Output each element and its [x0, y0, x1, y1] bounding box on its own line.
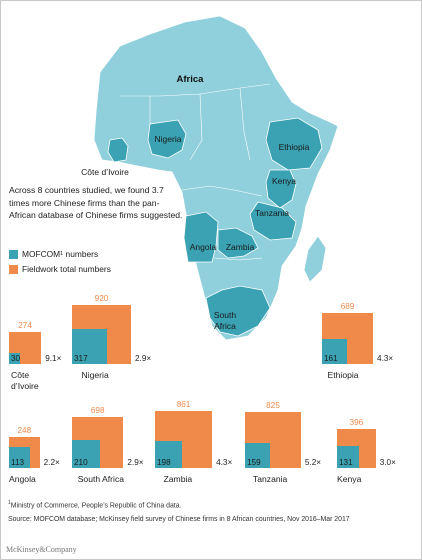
multiplier-zambia: 4.3×	[216, 458, 233, 467]
mofcom-square-tanzania	[245, 443, 270, 468]
mofcom-value-c-te-d-ivoire: 30	[11, 354, 21, 363]
label-south-africa-line1: South	[214, 310, 236, 320]
fieldwork-value-angola: 248	[17, 426, 32, 436]
legend-label-mofcom: MOFCOM	[22, 249, 61, 259]
multiplier-south-africa: 2.9×	[127, 458, 144, 467]
mofcom-square-ethiopia	[322, 339, 347, 364]
mofcom-value-kenya: 131	[339, 458, 353, 467]
country-name-c-te-d-ivoire: Côte d’Ivoire	[11, 370, 81, 391]
multiplier-c-te-d-ivoire: 9.1×	[45, 354, 62, 363]
madagascar	[303, 235, 327, 283]
label-nigeria: Nigeria	[155, 134, 182, 144]
footnote-sup: 1	[8, 500, 11, 506]
label-cote-divoire: Côte d’Ivoire	[81, 167, 129, 177]
label-angola: Angola	[190, 242, 217, 252]
mofcom-value-zambia: 198	[157, 458, 171, 467]
country-name-ethiopia: Ethiopia	[328, 370, 398, 381]
multiplier-tanzania: 5.2×	[304, 458, 322, 467]
country-kenya	[265, 169, 297, 209]
label-kenya: Kenya	[272, 176, 296, 186]
country-name-south-africa: South Africa	[78, 474, 148, 485]
country-name-line: d’Ivoire	[11, 380, 39, 391]
country-name-line: Ethiopia	[327, 370, 359, 380]
mofcom-value-tanzania: 159	[247, 458, 261, 467]
country-tanzania	[249, 201, 297, 241]
fieldwork-value-c-te-d-ivoire: 274	[18, 320, 32, 330]
legend-mofcom: MOFCOM 1 numbers	[9, 249, 98, 259]
multiplier-ethiopia: 4.3×	[377, 354, 394, 363]
country-south-africa	[205, 285, 271, 337]
mofcom-value-nigeria: 317	[74, 354, 88, 363]
country-name-kenya: Kenya	[337, 474, 407, 485]
country-nigeria	[147, 119, 187, 159]
country-name-line: Zambia	[163, 474, 193, 484]
mofcom-square-nigeria	[72, 329, 107, 364]
legend-label-fieldwork: Fieldwork total numbers	[22, 264, 111, 274]
country-name-line: Tanzania	[252, 474, 288, 484]
mofcom-square-c-te-d-ivoire	[9, 353, 20, 364]
fieldwork-value-kenya: 396	[349, 418, 364, 428]
legend-swatch-mofcom	[9, 249, 18, 259]
fieldwork-value-zambia: 861	[176, 399, 191, 409]
footnote: 1Ministry of Commerce, People’s Republic…	[8, 500, 181, 509]
label-tanzania: Tanzania	[255, 208, 289, 218]
country-angola	[183, 211, 219, 263]
fieldwork-value-tanzania: 825	[266, 401, 280, 411]
legend-sup: 1	[60, 251, 64, 257]
legend-swatch-fieldwork	[9, 264, 18, 274]
country-name-angola: Angola	[9, 474, 79, 485]
country-name-line: Kenya	[337, 474, 362, 484]
intro-text: Across 8 countries studied, we found 3.7…	[9, 185, 183, 221]
multiplier-kenya: 3.0×	[379, 458, 396, 467]
legend-fieldwork: Fieldwork total numbers	[9, 264, 111, 274]
multiplier-nigeria: 2.9×	[135, 354, 152, 363]
label-ethiopia: Ethiopia	[279, 142, 310, 152]
country-name-nigeria: Nigeria	[82, 370, 152, 381]
mofcom-value-ethiopia: 161	[324, 354, 338, 363]
country-cote-divoire	[107, 137, 129, 163]
africa-map: Africa Nigeria Côte d’Ivoire Ethiopia Ke…	[81, 15, 339, 341]
country-zambia	[217, 227, 259, 259]
country-name-line: Nigeria	[81, 370, 109, 380]
mofcom-square-angola	[9, 447, 30, 468]
label-zambia: Zambia	[226, 242, 255, 252]
mofcom-square-kenya	[337, 445, 360, 468]
fieldwork-value-south-africa: 698	[90, 405, 105, 415]
fieldwork-value-nigeria: 920	[94, 294, 109, 303]
africa-landmass	[93, 15, 339, 341]
footnote-text: Ministry of Commerce, People’s Republic …	[10, 502, 182, 510]
country-name-zambia: Zambia	[164, 474, 234, 485]
country-name-line: Côte	[11, 370, 30, 380]
label-south-africa-line2: Africa	[214, 321, 236, 331]
mofcom-square-south-africa	[72, 439, 101, 468]
brand-logo: McKinsey&Company	[6, 545, 77, 554]
country-name-tanzania: Tanzania	[253, 474, 323, 485]
continent-label: Africa	[177, 74, 205, 85]
country-name-line: Angola	[9, 474, 36, 484]
mofcom-square-zambia	[155, 440, 183, 468]
multiplier-angola: 2.2×	[43, 458, 60, 467]
country-ethiopia	[265, 117, 323, 171]
fieldwork-value-ethiopia: 689	[340, 301, 355, 311]
legend-label-mofcom-suffix: numbers	[63, 249, 99, 259]
source-note: Source: MOFCOM database; McKinsey field …	[8, 516, 350, 523]
mofcom-value-angola: 113	[11, 458, 25, 467]
country-name-line: South Africa	[77, 474, 125, 484]
mofcom-value-south-africa: 210	[74, 458, 88, 467]
